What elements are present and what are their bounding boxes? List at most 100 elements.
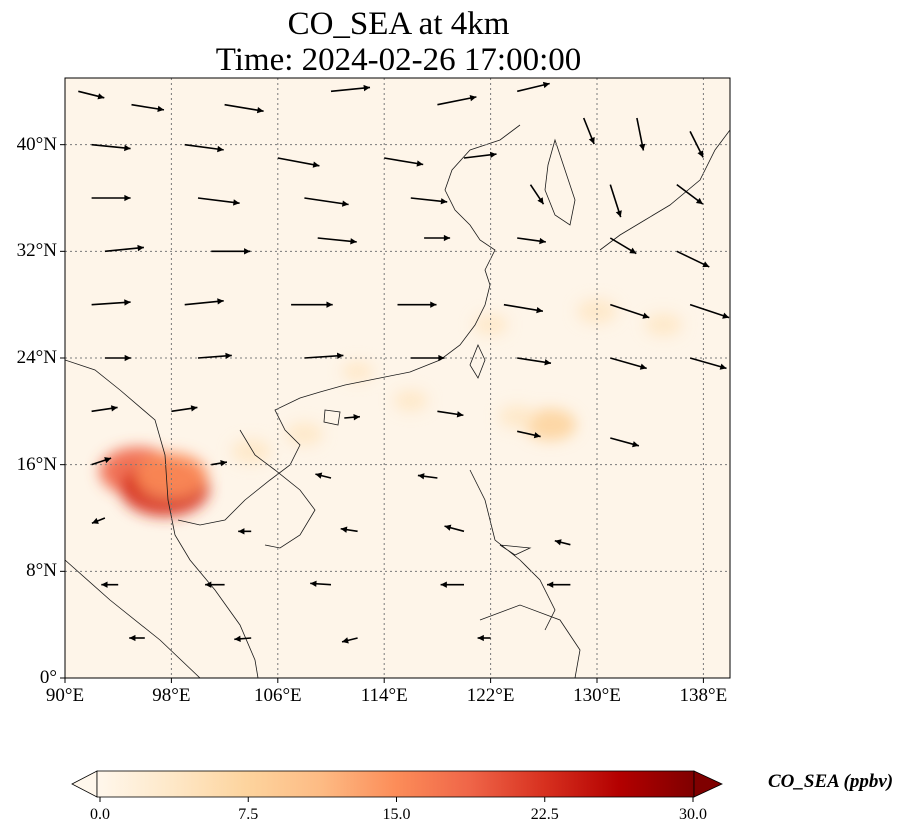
wind-arrowhead — [340, 526, 348, 533]
wind-arrowhead — [537, 197, 544, 205]
wind-shaft — [610, 357, 647, 370]
colorbar-tick-label: 22.5 — [530, 806, 559, 823]
colorbar-body — [96, 770, 695, 798]
wind-vector-31 — [397, 301, 437, 308]
wind-vector-64 — [341, 637, 358, 644]
wind-arrowhead — [440, 198, 448, 205]
wind-shaft — [384, 157, 424, 166]
wind-arrowhead — [719, 363, 727, 370]
wind-arrowhead — [440, 581, 447, 588]
wind-arrowhead — [234, 635, 241, 642]
wind-vector-45 — [437, 410, 464, 418]
wind-vector-13 — [689, 130, 704, 158]
wind-arrowhead — [157, 105, 164, 113]
wind-vector-26 — [609, 237, 637, 255]
coastline-borneo — [479, 604, 581, 678]
coastline-philippines — [469, 469, 556, 631]
wind-arrowhead — [124, 354, 131, 362]
wind-vector-33 — [610, 303, 650, 319]
lon-tick-label: 114°E — [360, 685, 408, 706]
wind-arrowhead — [315, 472, 323, 479]
map-background — [65, 78, 730, 678]
lon-tick-label: 138°E — [679, 685, 728, 706]
co-plume-6 — [524, 408, 577, 441]
wind-shaft — [304, 354, 344, 359]
wind-shaft — [689, 303, 730, 319]
colorbar — [71, 770, 723, 802]
wind-arrowhead — [137, 244, 144, 252]
colorbar-extend-max — [693, 770, 723, 798]
wind-arrowhead — [110, 405, 118, 412]
co-plume-9 — [644, 313, 683, 337]
colorbar-tick-label: 0.0 — [90, 806, 110, 823]
wind-vector-52 — [91, 517, 106, 524]
wind-vector-7 — [184, 143, 224, 153]
wind-arrowhead — [124, 194, 131, 202]
coastline-sumatra — [65, 559, 201, 678]
wind-vector-48 — [91, 457, 112, 466]
wind-vector-51 — [417, 473, 438, 480]
wind-shaft — [197, 197, 240, 204]
wind-vector-19 — [609, 184, 622, 218]
wind-vector-16 — [304, 197, 349, 207]
wind-arrowhead — [342, 637, 349, 644]
wind-vector-43 — [171, 405, 198, 413]
wind-arrowhead — [443, 234, 451, 242]
wind-vector-25 — [517, 237, 546, 245]
wind-arrowhead — [217, 298, 224, 305]
wind-shaft — [304, 197, 349, 206]
wind-vectors — [78, 81, 730, 644]
wind-vector-39 — [517, 357, 552, 366]
colorbar-tick-label: 30.0 — [679, 806, 707, 823]
wind-arrowhead — [350, 238, 357, 245]
wind-shaft — [317, 237, 357, 243]
wind-vector-9 — [384, 157, 424, 167]
wind-arrowhead — [104, 457, 112, 464]
wind-arrowhead — [220, 459, 227, 467]
wind-shaft — [104, 246, 144, 253]
wind-vector-41 — [689, 357, 727, 370]
wind-vector-32 — [503, 303, 544, 314]
wind-vector-62 — [129, 634, 145, 642]
wind-vector-0 — [78, 90, 105, 100]
wind-arrowhead — [697, 150, 704, 158]
wind-arrowhead — [554, 539, 562, 546]
wind-arrowhead — [417, 473, 425, 480]
wind-arrowhead — [722, 312, 730, 319]
wind-arrowhead — [629, 247, 637, 254]
wind-vector-23 — [317, 237, 357, 245]
wind-arrowhead — [489, 151, 497, 158]
wind-vector-34 — [689, 303, 730, 319]
co-plume-4 — [285, 422, 323, 446]
wind-arrowhead — [353, 414, 360, 421]
wind-vector-4 — [437, 94, 477, 106]
wind-vector-61 — [547, 581, 571, 588]
wind-vector-42 — [91, 405, 118, 413]
co-plume-3 — [231, 438, 272, 464]
gridlines — [65, 78, 730, 678]
wind-vector-50 — [315, 472, 332, 479]
colorbar-tick-label: 15.0 — [382, 806, 411, 823]
wind-vector-18 — [529, 184, 545, 205]
wind-arrowhead — [477, 634, 484, 642]
co-plume-2 — [135, 452, 208, 498]
wind-vector-65 — [477, 634, 491, 642]
wind-vector-58 — [205, 581, 225, 588]
wind-arrowhead — [695, 197, 703, 205]
wind-vector-15 — [197, 197, 240, 206]
wind-vector-28 — [91, 299, 131, 306]
wind-vector-47 — [610, 437, 640, 448]
coastline-taiwan — [469, 343, 486, 379]
wind-vector-5 — [517, 81, 550, 93]
wind-shaft — [503, 303, 544, 312]
wind-vector-49 — [211, 459, 228, 467]
wind-shaft — [224, 103, 264, 112]
wind-vector-46 — [517, 430, 541, 439]
lon-tick-label: 122°E — [466, 685, 515, 706]
lat-tick-label: 24°N — [16, 347, 57, 368]
wind-vector-57 — [101, 581, 119, 588]
wind-arrowhead — [124, 299, 131, 306]
coastline-japan — [599, 129, 730, 251]
lon-tick-label: 130°E — [573, 685, 621, 706]
